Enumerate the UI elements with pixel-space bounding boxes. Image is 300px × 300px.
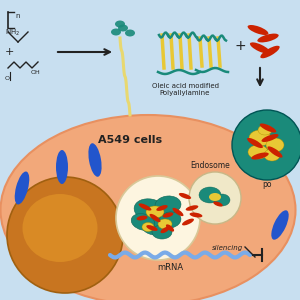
Ellipse shape [166,224,174,232]
Text: mRNA: mRNA [157,263,183,272]
Text: n: n [15,13,20,19]
Ellipse shape [266,138,284,152]
Text: Polyallylamine: Polyallylamine [160,90,210,96]
Ellipse shape [125,29,135,37]
Ellipse shape [160,227,169,233]
Ellipse shape [172,208,184,216]
Ellipse shape [248,145,268,159]
Ellipse shape [56,150,68,184]
Ellipse shape [271,210,289,240]
Ellipse shape [131,214,155,230]
Ellipse shape [260,124,276,133]
Ellipse shape [22,194,98,262]
Ellipse shape [139,203,152,211]
Text: $\mathrm{OH}$: $\mathrm{OH}$ [30,68,41,76]
Circle shape [116,176,200,260]
Ellipse shape [141,215,169,235]
Ellipse shape [248,25,268,35]
Ellipse shape [214,194,230,206]
Text: po: po [262,180,272,189]
Ellipse shape [260,46,280,58]
Ellipse shape [158,219,172,229]
Ellipse shape [118,25,128,32]
Ellipse shape [136,216,147,220]
Ellipse shape [179,193,191,199]
Text: Oleic acid modified: Oleic acid modified [152,83,218,89]
Ellipse shape [156,205,168,211]
Text: $\mathrm{NH_2}$: $\mathrm{NH_2}$ [5,28,20,38]
Text: O: O [5,76,10,81]
Ellipse shape [209,193,221,201]
Circle shape [232,110,300,180]
Ellipse shape [1,115,296,300]
Ellipse shape [146,206,164,218]
Ellipse shape [262,134,278,142]
Ellipse shape [182,219,194,225]
Ellipse shape [251,152,269,160]
Ellipse shape [186,205,198,211]
Ellipse shape [190,212,202,217]
Ellipse shape [257,34,279,42]
Ellipse shape [159,212,181,228]
Ellipse shape [258,125,272,135]
Ellipse shape [15,172,29,205]
Circle shape [7,177,123,293]
Ellipse shape [163,212,173,217]
Text: Endosome: Endosome [190,161,230,170]
Ellipse shape [146,225,158,231]
Ellipse shape [268,146,283,158]
Text: +: + [234,39,246,53]
Ellipse shape [213,202,223,206]
Text: A549 cells: A549 cells [98,135,162,145]
Ellipse shape [247,138,263,148]
Ellipse shape [250,42,270,54]
Ellipse shape [152,225,172,239]
Text: silencing: silencing [212,245,244,251]
Ellipse shape [249,130,271,146]
Ellipse shape [142,223,154,232]
Ellipse shape [115,20,125,28]
Ellipse shape [134,199,166,221]
Ellipse shape [199,187,221,203]
Ellipse shape [149,214,161,222]
Ellipse shape [111,28,121,35]
Ellipse shape [88,143,102,177]
Ellipse shape [264,149,280,161]
Circle shape [189,172,241,224]
Ellipse shape [155,196,181,214]
Text: +: + [5,47,14,57]
